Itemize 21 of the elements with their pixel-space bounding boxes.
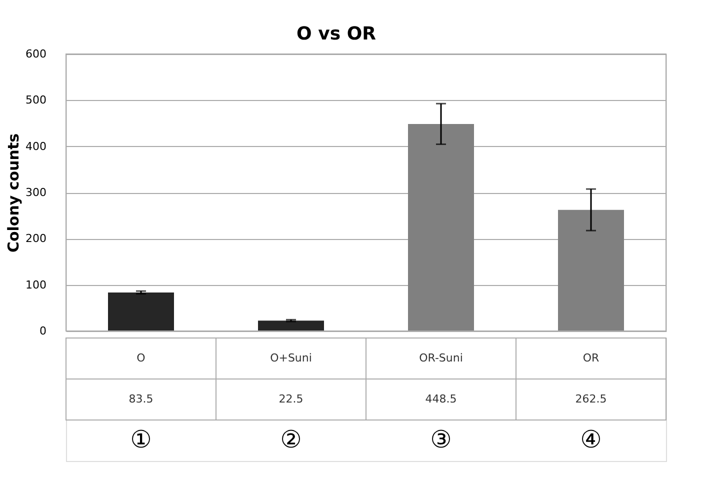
y-tick-label: 200 <box>26 232 46 246</box>
y-axis-title: Colony counts <box>4 133 23 253</box>
y-tick-label: 300 <box>26 186 46 199</box>
y-tick-label: 600 <box>26 48 46 60</box>
x-tick-label: OR-Suni <box>419 352 463 364</box>
y-tick-label: 0 <box>40 324 46 338</box>
chart-title: O vs OR <box>296 24 376 44</box>
y-tick-label: 500 <box>26 94 46 107</box>
text: ② <box>280 426 302 454</box>
x-tick-label: O <box>136 352 146 364</box>
y-tick-label: 100 <box>26 278 46 292</box>
text: ④ <box>580 426 602 454</box>
text: ③ <box>430 426 452 454</box>
x-tick-label: O+Suni <box>270 352 312 364</box>
data-label: 83.5 <box>128 392 154 406</box>
y-tick-label: 400 <box>26 140 46 153</box>
data-label: 448.5 <box>425 392 457 406</box>
x-tick-label: OR <box>582 352 600 364</box>
data-label: 262.5 <box>575 392 607 406</box>
text: ① <box>130 426 152 454</box>
data-label: 22.5 <box>278 392 304 406</box>
